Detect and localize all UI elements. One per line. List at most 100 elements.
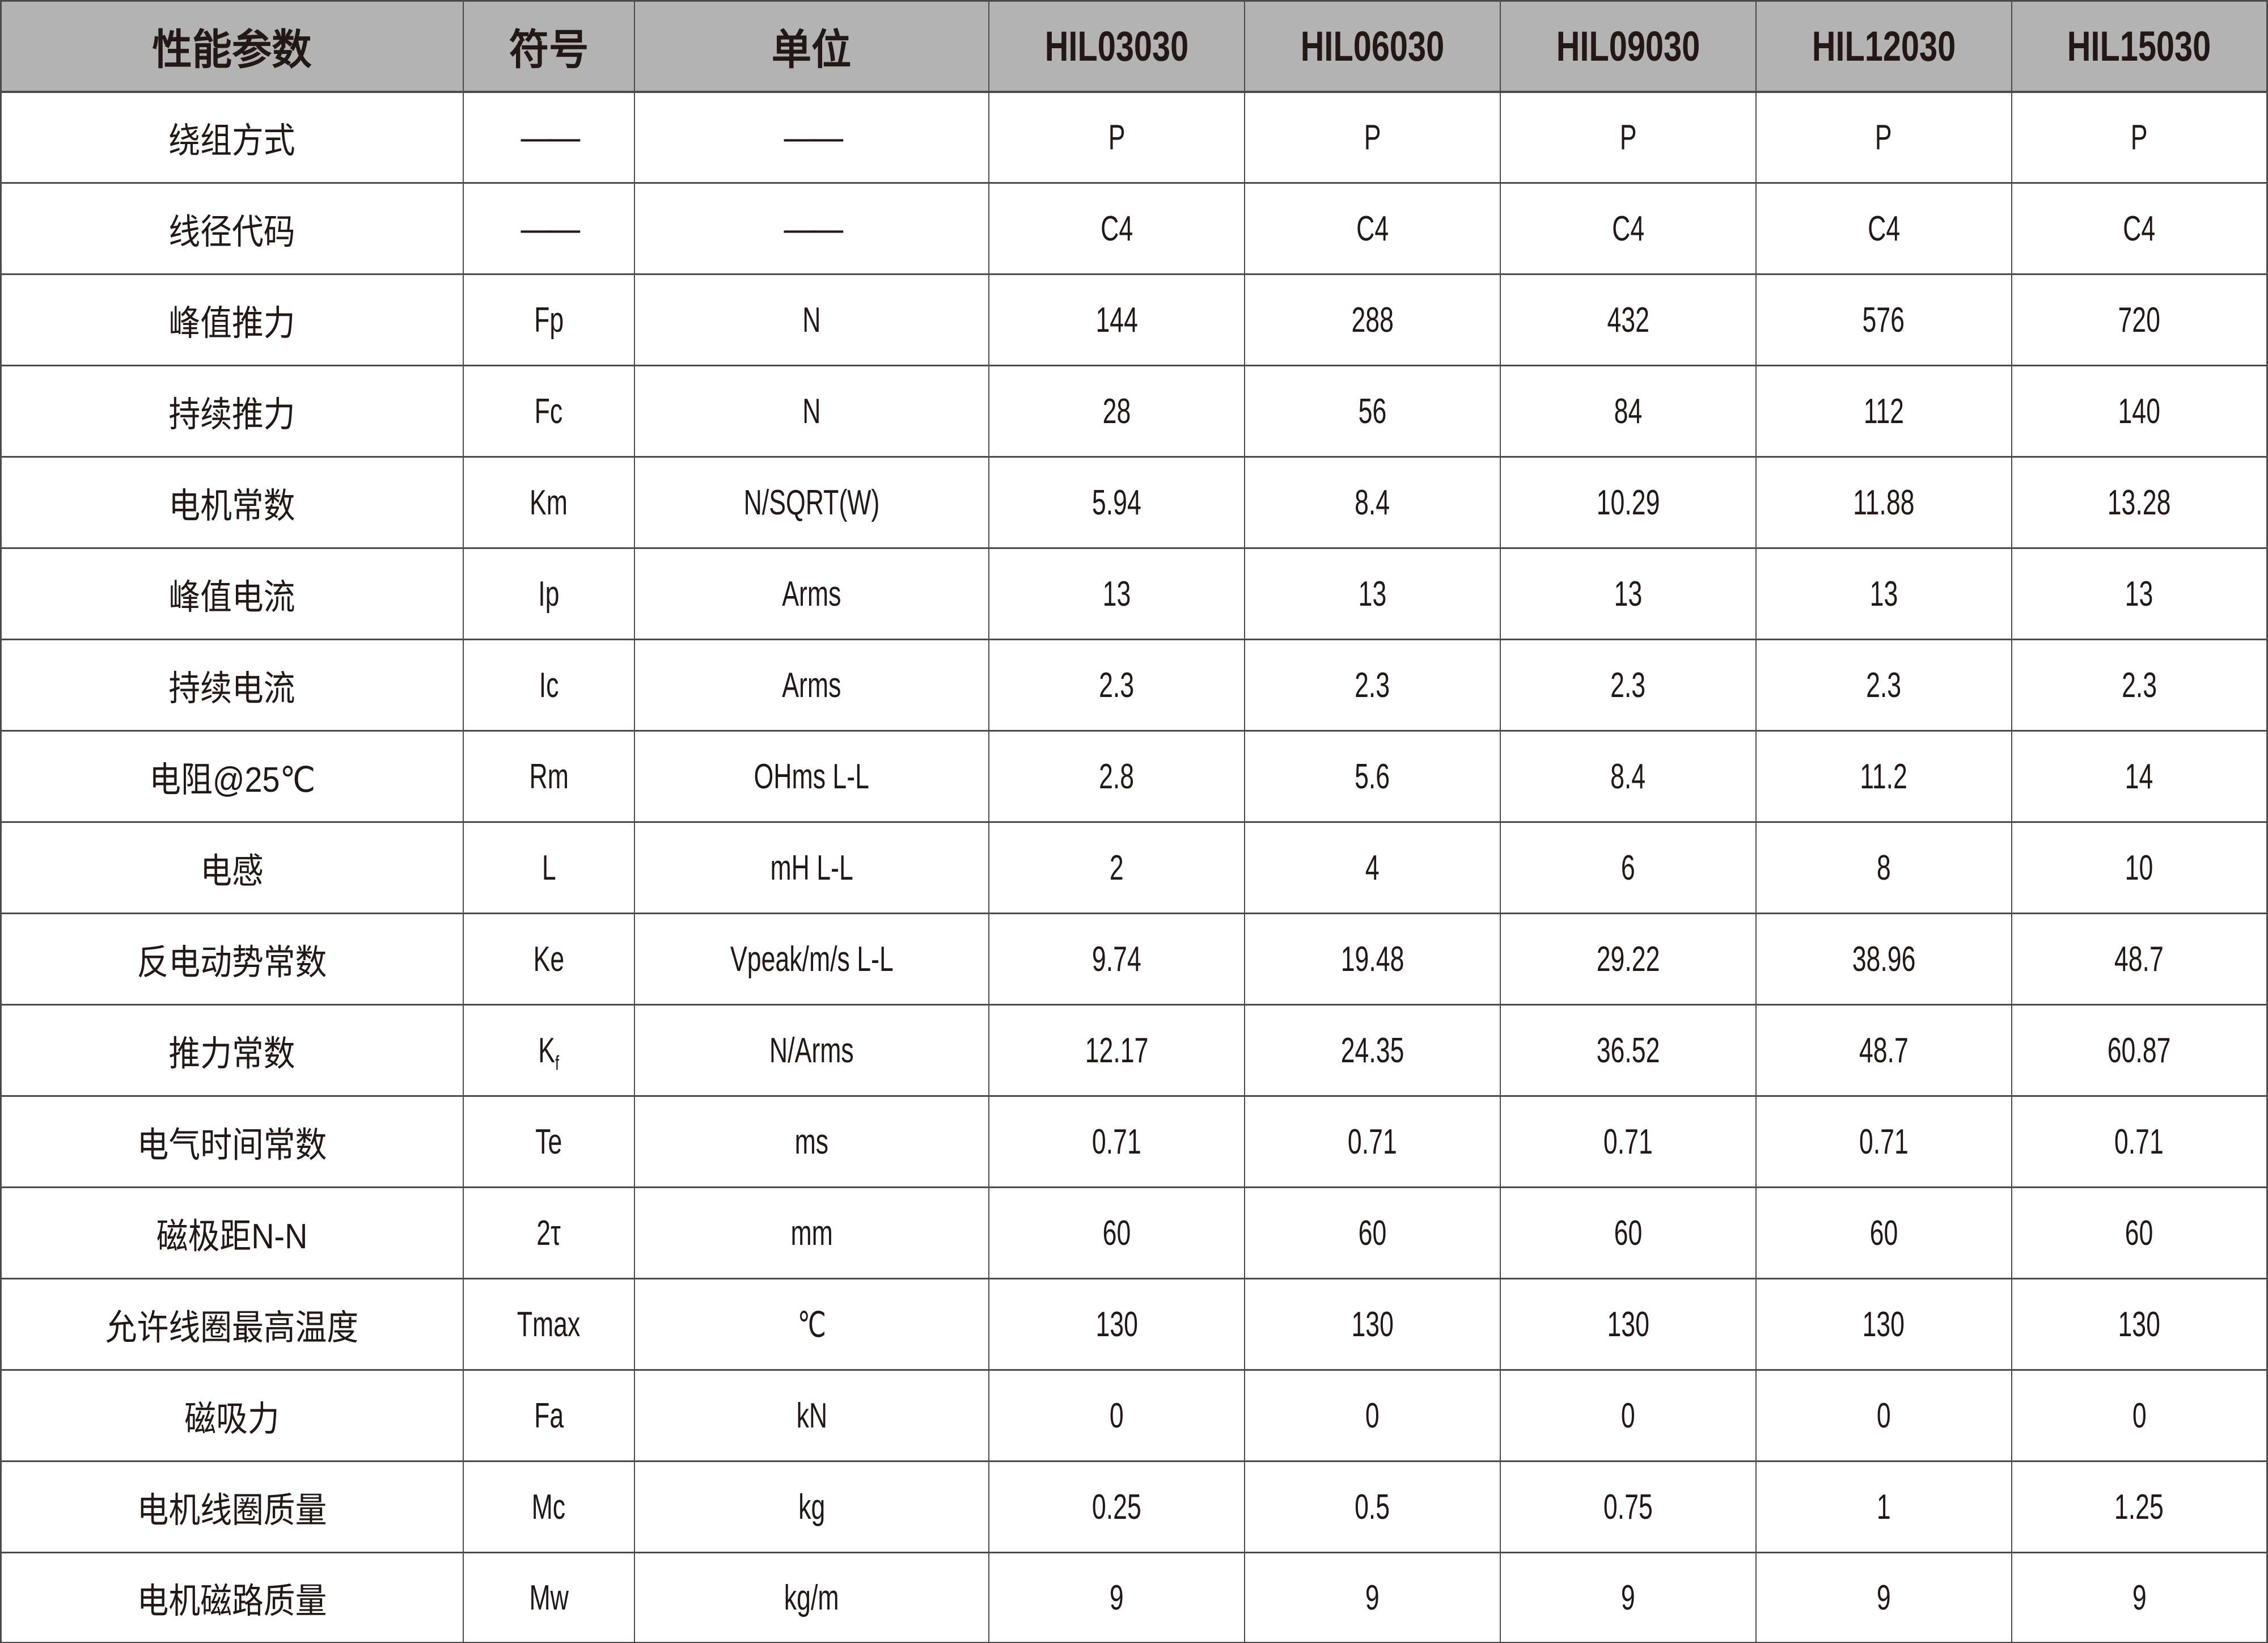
value-cell-text: 9 — [1876, 1578, 1891, 1617]
value-cell-text: 2.8 — [1099, 757, 1135, 796]
column-header-model: HIL15030 — [2011, 0, 2268, 93]
symbol-cell-text: Mc — [531, 1487, 566, 1527]
value-cell: 12.17 — [988, 1004, 1246, 1097]
param-cell: 电阻@25℃ — [0, 730, 464, 823]
value-cell: 4 — [1244, 821, 1501, 914]
param-cell: 电感 — [0, 821, 464, 914]
param-cell: 反电动势常数 — [0, 913, 464, 1006]
value-cell-text: 0 — [2132, 1396, 2147, 1435]
value-cell-text: 48.7 — [1859, 1030, 1909, 1070]
param-cell-text: 电机常数 — [168, 487, 296, 526]
symbol-cell: Kf — [462, 1004, 635, 1097]
param-cell: 电气时间常数 — [0, 1095, 464, 1188]
symbol-cell-text: Te — [535, 1122, 562, 1161]
table-row: 绕组方式 —— —— P P P P P — [0, 91, 2268, 184]
value-cell: 130 — [2011, 1278, 2268, 1371]
value-cell: 0 — [1499, 1369, 1757, 1462]
value-cell-text: 8 — [1876, 848, 1891, 888]
value-cell: 13 — [2011, 547, 2268, 640]
value-cell: 13.28 — [2011, 456, 2268, 549]
value-cell: 10 — [2011, 821, 2268, 914]
value-cell-text: 432 — [1607, 300, 1649, 340]
value-cell: 11.88 — [1755, 456, 2012, 549]
symbol-subscript: f — [555, 1050, 560, 1074]
unit-cell: Arms — [633, 639, 990, 732]
unit-cell: kg/m — [633, 1552, 990, 1643]
symbol-cell: —— — [462, 91, 635, 184]
value-cell-text: 720 — [2118, 300, 2161, 340]
unit-cell-text: Arms — [782, 665, 841, 705]
value-cell-text: 84 — [1614, 391, 1643, 431]
value-cell-text: 8.4 — [1355, 483, 1390, 522]
value-cell: 2 — [988, 821, 1246, 914]
value-cell: 13 — [1244, 547, 1501, 640]
value-cell: 60 — [1244, 1186, 1501, 1279]
value-cell: 576 — [1755, 273, 2012, 366]
value-cell-text: 11.88 — [1852, 483, 1915, 522]
param-cell-text: 持续电流 — [168, 669, 296, 708]
symbol-cell-text: Tmax — [517, 1304, 581, 1344]
value-cell: 60.87 — [2011, 1004, 2268, 1097]
value-cell: P — [2011, 91, 2268, 184]
value-cell-text: 0.71 — [1348, 1122, 1397, 1161]
value-cell: 130 — [1755, 1278, 2012, 1371]
value-cell-text: 9.74 — [1092, 939, 1142, 979]
value-cell-text: C4 — [1101, 209, 1133, 248]
value-cell-text: 14 — [2125, 757, 2153, 796]
value-cell: 720 — [2011, 273, 2268, 366]
unit-cell-text: ℃ — [797, 1305, 826, 1345]
value-cell-text: P — [1108, 117, 1125, 157]
value-cell-text: 0.71 — [1859, 1122, 1909, 1161]
symbol-cell: —— — [462, 182, 635, 275]
param-cell: 磁极距N-N — [0, 1186, 464, 1279]
value-cell-text: 60 — [2125, 1213, 2153, 1253]
symbol-cell-text: —— — [521, 209, 581, 248]
param-cell-text: 反电动势常数 — [137, 943, 327, 982]
value-cell-text: 11.2 — [1860, 757, 1907, 796]
symbol-cell: Ip — [462, 547, 635, 640]
table-row: 反电动势常数 Ke Vpeak/m/s L-L 9.74 19.48 29.22 38.96… — [0, 913, 2268, 1006]
unit-cell-text: N — [802, 391, 821, 431]
value-cell: 13 — [1499, 547, 1757, 640]
unit-cell-text: ms — [794, 1122, 829, 1161]
value-cell: 130 — [988, 1278, 1246, 1371]
value-cell-text: 5.6 — [1355, 757, 1390, 796]
value-cell: 0 — [1755, 1369, 2012, 1462]
value-cell: 5.94 — [988, 456, 1246, 549]
value-cell: 8 — [1755, 821, 2012, 914]
value-cell: 24.35 — [1244, 1004, 1501, 1097]
value-cell-text: 13 — [1869, 574, 1898, 614]
symbol-cell: 2τ — [462, 1186, 635, 1279]
value-cell: 2.8 — [988, 730, 1246, 823]
value-cell: C4 — [1499, 182, 1757, 275]
symbol-cell-text: Rm — [529, 757, 569, 796]
unit-cell: Arms — [633, 547, 990, 640]
symbol-cell: Ke — [462, 913, 635, 1006]
value-cell-text: 48.7 — [2114, 939, 2164, 979]
value-cell: 60 — [988, 1186, 1246, 1279]
unit-cell: N — [633, 273, 990, 366]
value-cell-text: 0.71 — [1092, 1122, 1142, 1161]
table-row: 峰值推力 Fp N 144 288 432 576 720 — [0, 273, 2268, 366]
column-header-model: HIL06030 — [1244, 0, 1501, 93]
column-header-label: HIL06030 — [1300, 22, 1445, 70]
value-cell-text: 60.87 — [2107, 1030, 2171, 1070]
value-cell: 38.96 — [1755, 913, 2012, 1006]
value-cell-text: P — [1619, 117, 1637, 157]
param-cell-text: 绕组方式 — [168, 121, 296, 161]
table-row: 持续电流 Ic Arms 2.3 2.3 2.3 2.3 2.3 — [0, 639, 2268, 732]
value-cell: 48.7 — [2011, 913, 2268, 1006]
symbol-cell-text: Kf — [538, 1030, 560, 1074]
value-cell: 0.71 — [1755, 1095, 2012, 1188]
param-cell-text: 允许线圈最高温度 — [105, 1308, 359, 1348]
symbol-cell: Fc — [462, 365, 635, 458]
value-cell: 60 — [1499, 1186, 1757, 1279]
value-cell-text: 9 — [2132, 1578, 2147, 1617]
value-cell: 0.71 — [1499, 1095, 1757, 1188]
value-cell-text: 6 — [1620, 848, 1635, 888]
value-cell: 48.7 — [1755, 1004, 2012, 1097]
value-cell-text: 9 — [1365, 1578, 1380, 1617]
value-cell: 10.29 — [1499, 456, 1757, 549]
